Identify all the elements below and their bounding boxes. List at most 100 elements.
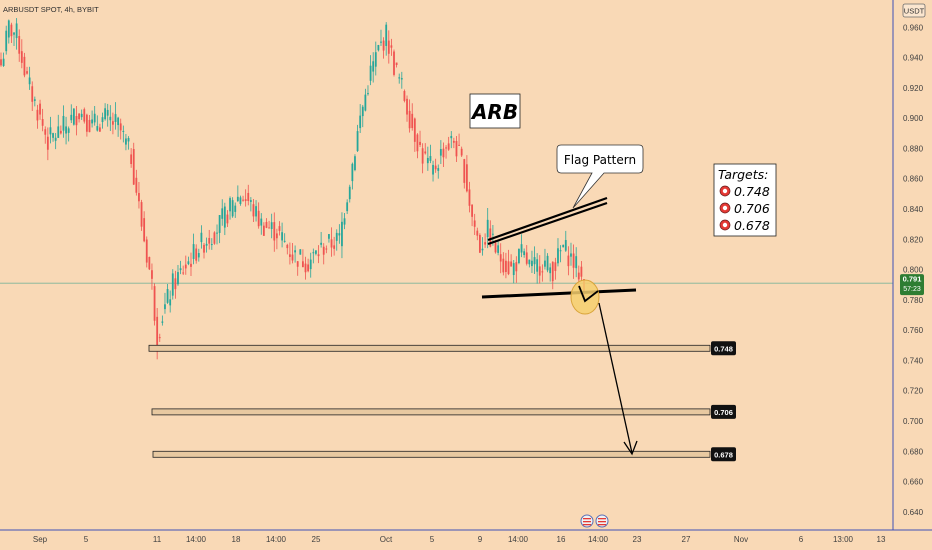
time-tick-label: 9 <box>478 535 483 544</box>
candle-body <box>164 304 166 310</box>
candle-body <box>169 299 172 306</box>
candle-body <box>510 261 513 267</box>
time-tick-label: 14:00 <box>588 535 609 544</box>
candle-body <box>403 90 406 101</box>
candle-body <box>145 239 148 263</box>
candle-body <box>275 233 278 239</box>
candle-body <box>413 118 416 142</box>
chart-title: ARB <box>470 100 518 124</box>
candle-body <box>528 259 531 265</box>
candle-body <box>471 204 473 217</box>
candle-body <box>226 214 229 224</box>
candle-body <box>492 233 494 235</box>
price-tick-label: 0.780 <box>903 296 924 305</box>
candle-body <box>416 134 419 152</box>
candle-body <box>570 253 572 257</box>
candle-body <box>551 261 554 282</box>
candle-body <box>190 263 192 267</box>
target-level-label: 0.706 <box>714 408 733 417</box>
target-level-badge <box>711 404 736 419</box>
candle-body <box>317 254 320 257</box>
candle-body <box>400 78 403 80</box>
price-tick-label: 0.740 <box>903 356 924 365</box>
candle-body <box>458 144 460 146</box>
candle-body <box>0 59 2 66</box>
time-tick-label: 14:00 <box>508 535 529 544</box>
candle-body <box>343 218 346 225</box>
candle-body <box>294 250 297 253</box>
candle-body <box>325 248 328 250</box>
time-tick-label: Oct <box>380 535 393 544</box>
candle-body <box>114 114 117 122</box>
target-icon-inner <box>722 205 728 211</box>
us-flag-icon-stripe <box>598 524 606 526</box>
candle-body <box>328 234 330 239</box>
time-tick-label: 5 <box>430 535 435 544</box>
candle-body <box>99 127 101 132</box>
candle-body <box>33 99 36 101</box>
target-value-3: 0.678 <box>734 218 770 233</box>
candle-body <box>57 126 60 138</box>
candle-body <box>499 254 502 262</box>
candle-body <box>468 189 471 206</box>
bar-countdown: 57:23 <box>903 286 921 293</box>
candle-body <box>234 205 237 212</box>
us-flag-icon-stripe <box>583 524 591 526</box>
candle-body <box>23 56 26 76</box>
candle-body <box>304 263 307 273</box>
currency-badge[interactable] <box>902 3 926 18</box>
candle-body <box>450 135 453 139</box>
us-flag-icon-stripe <box>598 521 606 523</box>
candle-body <box>419 141 421 145</box>
candle-body <box>564 240 567 251</box>
candle-body <box>54 137 57 141</box>
candle-body <box>346 202 349 212</box>
candle-body <box>502 258 505 273</box>
candle-body <box>265 221 268 228</box>
target-icon-inner <box>722 188 728 194</box>
candle-body <box>520 244 523 253</box>
candle-body <box>49 127 52 135</box>
candle-body <box>351 163 354 182</box>
target-row-2: 0.706 <box>719 201 770 216</box>
candle-body <box>299 249 302 255</box>
candle-body <box>236 196 239 201</box>
candle-body <box>231 200 234 217</box>
candle-body <box>59 130 62 134</box>
candle-body <box>184 264 187 269</box>
candle-body <box>119 123 122 131</box>
current-price-tag: 0.791 57:23 <box>900 274 924 296</box>
price-tick-label: 0.700 <box>903 417 924 426</box>
candle-body <box>445 147 447 149</box>
candle-body <box>88 119 91 133</box>
breakout-highlight <box>570 279 600 315</box>
candle-body <box>117 117 120 126</box>
candle-body <box>562 244 565 248</box>
candle-body <box>62 115 65 131</box>
time-axis[interactable]: Sep 5 11 14:00 18 14:00 25 Oct 5 9 14:00 16 14:00 23 2… <box>33 535 886 544</box>
candle-body <box>252 204 255 217</box>
candle-body <box>455 140 458 157</box>
candle-body <box>138 192 140 202</box>
candle-body <box>41 119 44 126</box>
candle-body <box>567 255 570 267</box>
candle-body <box>171 273 174 296</box>
candle-body <box>572 253 575 268</box>
candle-body <box>130 154 133 165</box>
candle-body <box>28 77 31 85</box>
event-flags[interactable] <box>580 514 609 528</box>
candle-body <box>262 225 265 236</box>
candle-body <box>36 109 39 121</box>
candle-body <box>473 220 476 227</box>
candle-body <box>408 110 411 129</box>
candle-body <box>91 119 93 124</box>
price-axis[interactable]: 0.640 0.660 0.680 0.700 0.720 0.740 0.760 0.780… <box>903 23 924 517</box>
candle-body <box>239 197 242 204</box>
candle-body <box>85 114 88 132</box>
candle-body <box>333 245 336 249</box>
price-tick-label: 0.800 <box>903 266 924 275</box>
candle-body <box>2 58 5 66</box>
candle-body <box>380 41 382 43</box>
